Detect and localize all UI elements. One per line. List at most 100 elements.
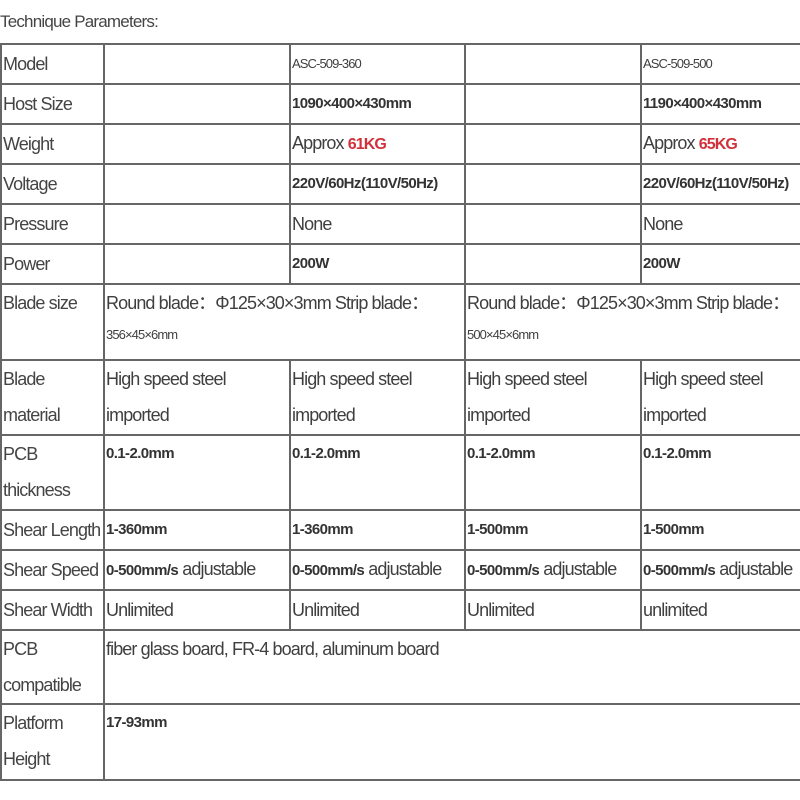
- label-line: PCB: [3, 444, 38, 464]
- blade-size-a-line2: 356×45×6mm: [106, 327, 178, 342]
- label-voltage: Voltage: [0, 163, 105, 205]
- shear-length-1: 1-360mm: [103, 509, 291, 551]
- shear-length-3: 1-500mm: [464, 509, 642, 551]
- label-host-size: Host Size: [0, 83, 105, 125]
- empty-cell: [464, 83, 642, 125]
- empty-cell: [103, 243, 291, 285]
- model-a: ASC-509-360: [289, 43, 466, 85]
- speed-suffix: adjustable: [178, 559, 256, 579]
- shear-width-3: Unlimited: [464, 589, 642, 631]
- spec-table: Model ASC-509-360 ASC-509-500 Host Size …: [0, 43, 800, 781]
- label-shear-width: Shear Width: [0, 589, 105, 631]
- weight-value-a: 61KG: [347, 136, 387, 153]
- empty-cell: [464, 163, 642, 205]
- speed-value: 0-500mm/s: [292, 562, 365, 579]
- pcb-thickness-4: 0.1-2.0mm: [640, 434, 800, 511]
- row-blade-material: Blade material High speed steel imported …: [0, 359, 800, 436]
- label-line: material: [3, 405, 61, 425]
- row-platform-height: Platform Height 17-93mm: [0, 703, 800, 781]
- blade-material-4: High speed steel imported: [640, 359, 800, 436]
- speed-value: 0-500mm/s: [643, 562, 716, 579]
- blade-material-1: High speed steel imported: [103, 359, 291, 436]
- shear-speed-1: 0-500mm/s adjustable: [103, 549, 291, 591]
- shear-speed-3: 0-500mm/s adjustable: [464, 549, 642, 591]
- label-line: PCB: [3, 639, 38, 659]
- row-host-size: Host Size 1090×400×430mm 1190×400×430mm: [0, 83, 800, 125]
- label-blade-size: Blade size: [0, 283, 105, 361]
- label-shear-speed: Shear Speed: [0, 549, 105, 591]
- empty-cell: [103, 203, 291, 245]
- empty-cell: [464, 203, 642, 245]
- weight-a: Approx 61KG: [289, 123, 466, 165]
- shear-speed-4: 0-500mm/s adjustable: [640, 549, 800, 591]
- pcb-thickness-3: 0.1-2.0mm: [464, 434, 642, 511]
- row-pcb-compatible: PCB compatible fiber glass board, FR-4 bo…: [0, 629, 800, 705]
- weight-prefix: Approx: [643, 133, 699, 153]
- speed-suffix: adjustable: [715, 559, 793, 579]
- shear-length-4: 1-500mm: [640, 509, 800, 551]
- label-line: Platform: [3, 713, 64, 733]
- weight-b: Approx 65KG: [640, 123, 800, 165]
- label-weight: Weight: [0, 123, 105, 165]
- empty-cell: [103, 163, 291, 205]
- row-shear-speed: Shear Speed 0-500mm/s adjustable 0-500mm…: [0, 549, 800, 591]
- label-blade-material: Blade material: [0, 359, 105, 436]
- row-voltage: Voltage 220V/60Hz(110V/50Hz) 220V/60Hz(1…: [0, 163, 800, 205]
- host-size-b: 1190×400×430mm: [640, 83, 800, 125]
- row-shear-length: Shear Length 1-360mm 1-360mm 1-500mm 1-5…: [0, 509, 800, 551]
- shear-width-1: Unlimited: [103, 589, 291, 631]
- label-line: Blade: [3, 369, 45, 389]
- speed-value: 0-500mm/s: [467, 562, 540, 579]
- blade-size-a-line1: Round blade：Φ125×30×3mm Strip blade：: [106, 293, 429, 313]
- empty-cell: [103, 123, 291, 165]
- label-shear-length: Shear Length: [0, 509, 105, 551]
- label-power: Power: [0, 243, 105, 285]
- blade-size-a: Round blade：Φ125×30×3mm Strip blade： 356×…: [103, 283, 466, 361]
- shear-length-2: 1-360mm: [289, 509, 466, 551]
- label-line: Height: [3, 749, 51, 769]
- label-pressure: Pressure: [0, 203, 105, 245]
- blade-material-2: High speed steel imported: [289, 359, 466, 436]
- empty-cell: [103, 43, 291, 85]
- pressure-a: None: [289, 203, 466, 245]
- row-weight: Weight Approx 61KG Approx 65KG: [0, 123, 800, 165]
- blade-material-3: High speed steel imported: [464, 359, 642, 436]
- label-platform-height: Platform Height: [0, 703, 105, 781]
- pressure-b: None: [640, 203, 800, 245]
- speed-value: 0-500mm/s: [106, 562, 179, 579]
- pcb-compatible-value: fiber glass board, FR-4 board, aluminum …: [103, 629, 800, 705]
- shear-width-2: Unlimited: [289, 589, 466, 631]
- speed-suffix: adjustable: [539, 559, 617, 579]
- shear-speed-2: 0-500mm/s adjustable: [289, 549, 466, 591]
- voltage-a: 220V/60Hz(110V/50Hz): [289, 163, 466, 205]
- row-pcb-thickness: PCB thickness 0.1-2.0mm 0.1-2.0mm 0.1-2.0…: [0, 434, 800, 511]
- pcb-thickness-2: 0.1-2.0mm: [289, 434, 466, 511]
- row-shear-width: Shear Width Unlimited Unlimited Unlimite…: [0, 589, 800, 631]
- row-power: Power 200W 200W: [0, 243, 800, 285]
- label-line: compatible: [3, 675, 82, 695]
- empty-cell: [464, 43, 642, 85]
- power-b: 200W: [640, 243, 800, 285]
- shear-width-4: unlimited: [640, 589, 800, 631]
- speed-suffix: adjustable: [364, 559, 442, 579]
- label-pcb-compatible: PCB compatible: [0, 629, 105, 705]
- platform-height-value: 17-93mm: [103, 703, 800, 781]
- row-blade-size: Blade size Round blade：Φ125×30×3mm Strip…: [0, 283, 800, 361]
- power-a: 200W: [289, 243, 466, 285]
- label-pcb-thickness: PCB thickness: [0, 434, 105, 511]
- weight-value-b: 65KG: [698, 136, 738, 153]
- label-model: Model: [0, 43, 105, 85]
- pcb-thickness-1: 0.1-2.0mm: [103, 434, 291, 511]
- host-size-a: 1090×400×430mm: [289, 83, 466, 125]
- label-line: thickness: [3, 480, 71, 500]
- blade-size-b-line1: Round blade：Φ125×30×3mm Strip blade：: [467, 293, 790, 313]
- row-pressure: Pressure None None: [0, 203, 800, 245]
- voltage-b: 220V/60Hz(110V/50Hz): [640, 163, 800, 205]
- empty-cell: [464, 243, 642, 285]
- empty-cell: [464, 123, 642, 165]
- empty-cell: [103, 83, 291, 125]
- weight-prefix: Approx: [292, 133, 348, 153]
- row-model: Model ASC-509-360 ASC-509-500: [0, 43, 800, 85]
- section-title: Technique Parameters:: [0, 12, 159, 31]
- blade-size-b-line2: 500×45×6mm: [467, 327, 539, 342]
